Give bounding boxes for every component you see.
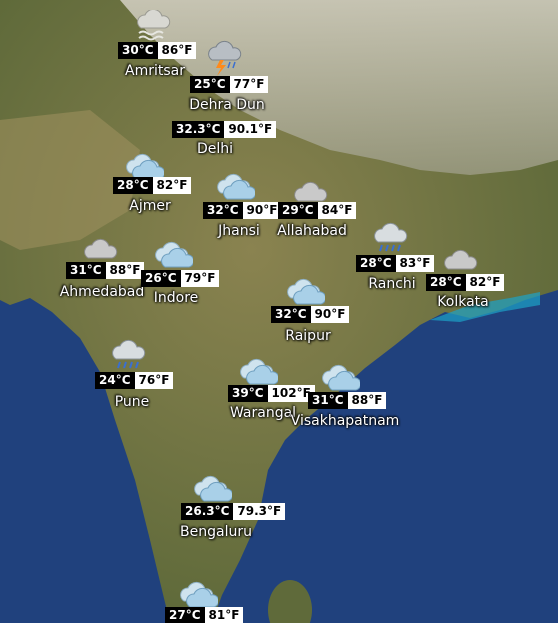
temp-celsius: 28°C <box>426 274 466 291</box>
temperature-badge: 26°C 79°F <box>141 270 220 287</box>
temp-fahrenheit: 88°F <box>347 392 387 409</box>
temp-celsius: 32°C <box>203 202 243 219</box>
city-name[interactable]: Ranchi <box>368 276 416 292</box>
temp-fahrenheit: 88°F <box>105 262 145 279</box>
partly-cloudy-icon <box>126 153 164 180</box>
city-name[interactable]: Amritsar <box>125 63 185 79</box>
temp-fahrenheit: 86°F <box>157 42 197 59</box>
temperature-badge: 28°C 82°F <box>426 274 505 291</box>
temp-celsius: 31°C <box>308 392 348 409</box>
temperature-badge: 31°C 88°F <box>308 392 387 409</box>
partly-cloudy-icon <box>217 173 255 200</box>
temperature-badge: 32.3°C 90.1°F <box>172 121 277 138</box>
temperature-badge: 29°C 84°F <box>278 202 357 219</box>
temperature-badge: 27°C 81°F <box>165 607 244 623</box>
bay-of-bengal-edge <box>430 292 540 322</box>
thunderstorm-icon <box>208 40 242 76</box>
temp-fahrenheit: 77°F <box>229 76 269 93</box>
temp-celsius: 30°C <box>118 42 158 59</box>
temp-fahrenheit: 79.3°F <box>233 503 286 520</box>
partly-cloudy-icon <box>155 241 193 268</box>
city-name[interactable]: Indore <box>153 290 199 306</box>
city-name[interactable]: Visakhapatnam <box>290 413 400 429</box>
city-name[interactable]: Jhansi <box>218 223 260 239</box>
temperature-badge: 30°C 86°F <box>118 42 197 59</box>
temperature-badge: 31°C 88°F <box>66 262 145 279</box>
city-name[interactable]: Raipur <box>285 328 331 344</box>
temp-fahrenheit: 79°F <box>180 270 220 287</box>
temperature-badge: 25°C 77°F <box>190 76 269 93</box>
city-name[interactable]: Kolkata <box>437 294 489 310</box>
temperature-badge: 26.3°C 79.3°F <box>181 503 286 520</box>
fog-icon <box>137 10 171 41</box>
partly-cloudy-icon <box>287 278 325 305</box>
temperature-badge: 39°C 102°F <box>228 385 315 402</box>
temp-fahrenheit: 83°F <box>395 255 435 272</box>
temp-fahrenheit: 76°F <box>134 372 174 389</box>
temp-fahrenheit: 82°F <box>152 177 192 194</box>
temp-fahrenheit: 81°F <box>204 607 244 623</box>
temp-celsius: 26.3°C <box>181 503 234 520</box>
temperature-badge: 28°C 83°F <box>356 255 435 272</box>
temperature-badge: 32°C 90°F <box>271 306 350 323</box>
temp-celsius: 31°C <box>66 262 106 279</box>
temperature-badge: 28°C 82°F <box>113 177 192 194</box>
cloudy-icon <box>444 249 478 270</box>
temp-fahrenheit: 84°F <box>317 202 357 219</box>
temp-celsius: 27°C <box>165 607 205 623</box>
temp-fahrenheit: 90°F <box>310 306 350 323</box>
partly-cloudy-icon <box>180 581 218 608</box>
city-name[interactable]: Delhi <box>196 141 234 157</box>
cloudy-icon <box>84 238 118 259</box>
temp-fahrenheit: 82°F <box>465 274 505 291</box>
temp-celsius: 29°C <box>278 202 318 219</box>
city-name[interactable]: Ajmer <box>129 198 171 214</box>
desert <box>0 110 140 250</box>
temp-celsius: 39°C <box>228 385 268 402</box>
sri-lanka <box>268 580 312 623</box>
temp-celsius: 25°C <box>190 76 230 93</box>
temp-celsius: 24°C <box>95 372 135 389</box>
temperature-badge: 24°C 76°F <box>95 372 174 389</box>
temp-celsius: 32.3°C <box>172 121 225 138</box>
city-name[interactable]: Bengaluru <box>180 524 252 540</box>
rain-icon <box>112 339 146 369</box>
temp-fahrenheit: 90°F <box>242 202 282 219</box>
city-name[interactable]: Ahmedabad <box>59 284 145 300</box>
temp-fahrenheit: 90.1°F <box>224 121 277 138</box>
rain-icon <box>374 222 408 252</box>
partly-cloudy-icon <box>240 358 278 385</box>
temp-celsius: 28°C <box>113 177 153 194</box>
partly-cloudy-icon <box>194 475 232 502</box>
city-name[interactable]: Allahabad <box>277 223 347 239</box>
city-name[interactable]: Dehra Dun <box>189 97 265 113</box>
temp-celsius: 26°C <box>141 270 181 287</box>
temp-celsius: 32°C <box>271 306 311 323</box>
temp-fahrenheit: 102°F <box>267 385 315 402</box>
temperature-badge: 32°C 90°F <box>203 202 282 219</box>
partly-cloudy-icon <box>322 364 360 391</box>
temp-celsius: 28°C <box>356 255 396 272</box>
city-name[interactable]: Warangal <box>229 405 297 421</box>
city-name[interactable]: Pune <box>114 394 150 410</box>
cloudy-icon <box>294 181 328 202</box>
